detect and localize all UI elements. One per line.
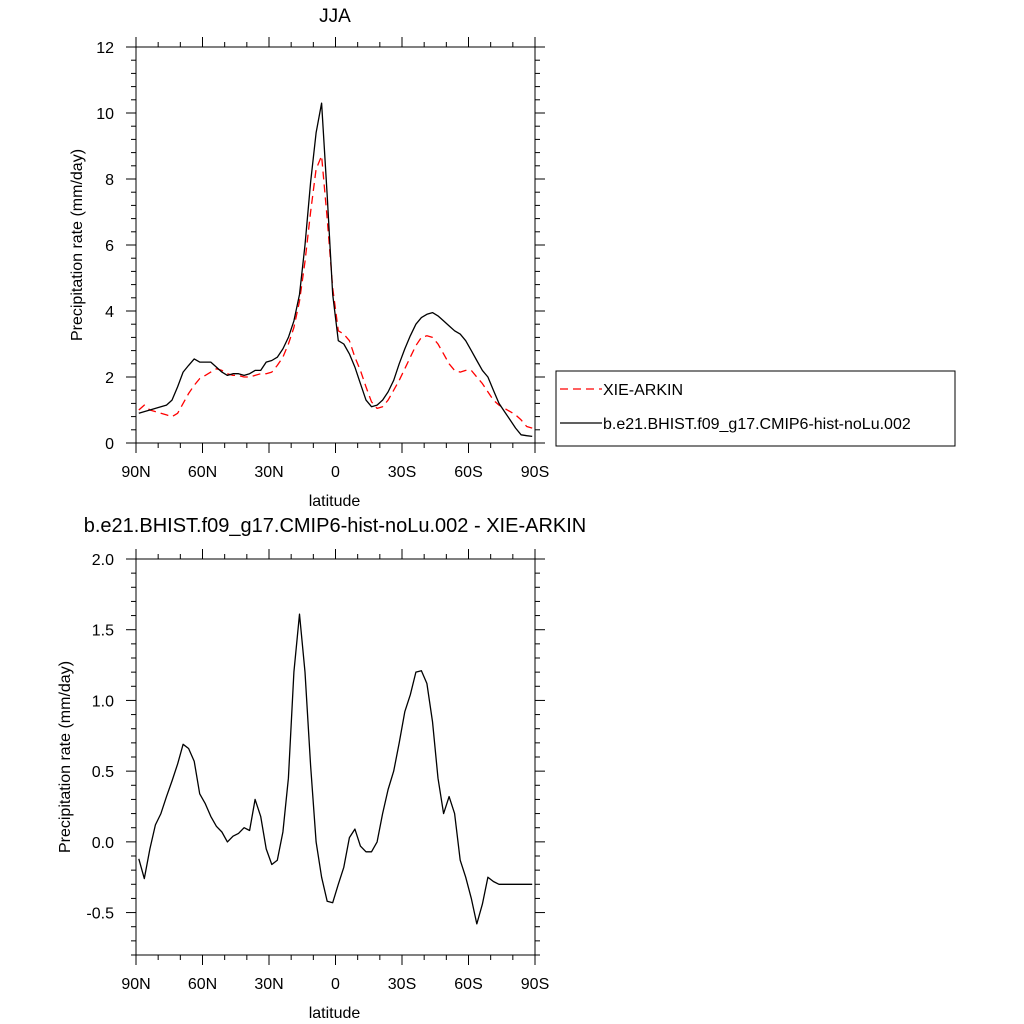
y-tick-label: 8 [105,172,114,189]
x-tick-label: 90S [521,976,549,993]
y-tick-label: 1.0 [92,693,114,710]
y-axis-label: Precipitation rate (mm/day) [57,661,74,853]
x-tick-label: 0 [331,976,340,993]
x-tick-label: 30S [388,464,416,481]
y-tick-label: 0.5 [92,764,114,781]
chart-title: JJA [319,6,351,27]
chart-panel-2: b.e21.BHIST.f09_g17.CMIP6-hist-noLu.002 … [57,515,586,1022]
y-tick-label: 1.5 [92,623,114,640]
x-tick-label: 60S [454,976,482,993]
x-axis-label: latitude [309,493,361,510]
y-tick-label: 4 [105,304,114,321]
x-tick-label: 60S [454,464,482,481]
x-tick-label: 60N [188,976,217,993]
y-tick-label: 0 [105,436,114,453]
y-tick-label: -0.5 [86,906,114,923]
y-tick-label: 0.0 [92,835,114,852]
y-tick-label: 10 [96,106,114,123]
x-tick-label: 90S [521,464,549,481]
y-tick-label: 6 [105,238,114,255]
y-tick-label: 12 [96,40,114,57]
series-line-1 [138,155,533,429]
x-tick-label: 90N [121,976,150,993]
y-tick-label: 2 [105,370,114,387]
chart-title: b.e21.BHIST.f09_g17.CMIP6-hist-noLu.002 … [84,515,586,537]
chart-panel-1: JJA 90N 60N 30N 0 30S 60S 90S latitude 0 2 4 6 8 10 12 P… [69,6,956,510]
x-tick-label: 90N [121,464,150,481]
y-axis-label: Precipitation rate (mm/day) [69,149,86,341]
x-tick-label: 30N [254,464,283,481]
x-tick-label: 60N [188,464,217,481]
y-tick-label: 2.0 [92,552,114,569]
legend-label-1: XIE-ARKIN [603,382,683,399]
x-tick-label: 0 [331,464,340,481]
legend: XIE-ARKIN b.e21.BHIST.f09_g17.CMIP6-hist-… [555,370,956,447]
legend-label-2: b.e21.BHIST.f09_g17.CMIP6-hist-noLu.002 [603,416,911,433]
series-line-1 [138,613,533,925]
legend-box [555,370,956,447]
x-axis-label: latitude [309,1005,361,1022]
x-tick-label: 30N [254,976,283,993]
series-line-2 [138,102,533,438]
x-tick-label: 30S [388,976,416,993]
